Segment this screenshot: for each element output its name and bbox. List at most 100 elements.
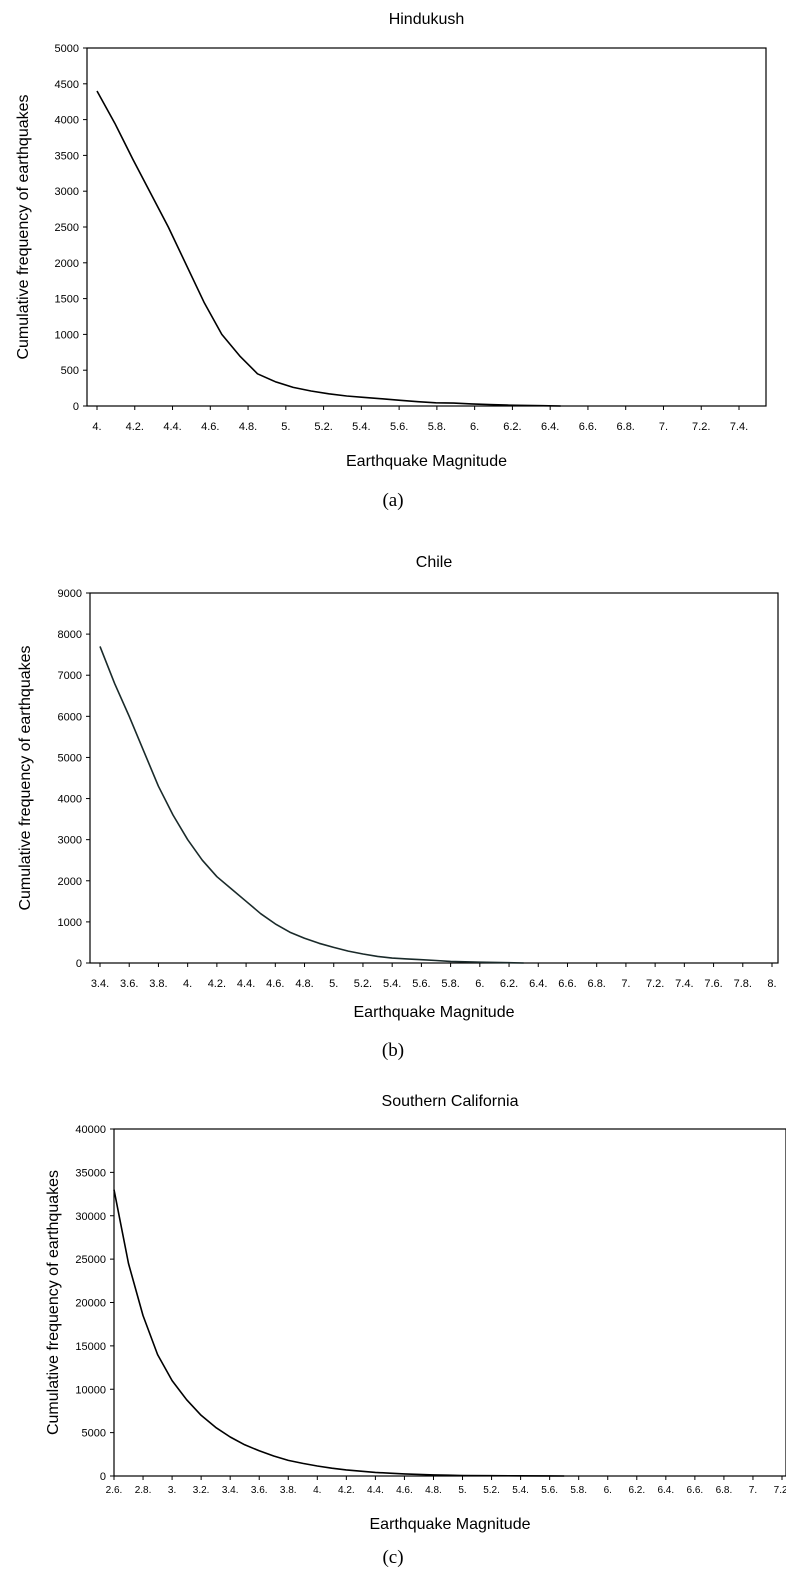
y-tick-label: 2000	[58, 876, 82, 888]
x-tick-label: 5.2.	[483, 1485, 500, 1496]
x-tick-label: 3.4.	[222, 1485, 239, 1496]
y-tick-label: 40000	[75, 1124, 106, 1136]
plot-area-border	[113, 1128, 786, 1477]
y-tick-label: 1000	[55, 329, 79, 341]
x-tick-label: 7.2.	[646, 978, 664, 990]
hindukush-chart: Hindukush 0 500 1000 1500 2000 2500 3000 3500 400…	[15, 11, 767, 470]
x-tick-label: 4.4.	[237, 978, 255, 990]
y-tick-label: 2000	[55, 258, 79, 270]
x-axis-label: Earthquake Magnitude	[346, 453, 507, 470]
chart-title: Southern California	[382, 1093, 519, 1110]
y-tick-label: 20000	[75, 1298, 106, 1310]
x-axis-label: Earthquake Magnitude	[370, 1516, 531, 1533]
y-tick-label: 25000	[75, 1254, 106, 1266]
x-tick-label: 5.	[329, 978, 338, 990]
y-tick-label: 2500	[55, 222, 79, 234]
x-tick-label: 3.4.	[91, 978, 109, 990]
y-tick-label: 0	[100, 1471, 106, 1483]
x-tick-label: 5.4.	[383, 978, 401, 990]
caption-c: (c)	[382, 1547, 404, 1568]
x-tick-label: 6.4.	[529, 978, 547, 990]
x-tick-label: 5.4.	[512, 1485, 529, 1496]
x-tick-label: 4.8.	[425, 1485, 442, 1496]
x-tick-label: 6.8.	[617, 421, 635, 433]
x-tick-label: 5.4.	[352, 421, 370, 433]
plot-area-border	[86, 47, 767, 407]
x-tick-label: 3.8.	[280, 1485, 297, 1496]
x-tick-label: 2.8.	[135, 1485, 152, 1496]
x-tick-label: 6.	[604, 1485, 612, 1496]
plot-area-border	[89, 592, 779, 964]
x-tick-label: 7.2.	[692, 421, 710, 433]
x-tick-label: 4.	[92, 421, 101, 433]
x-tick-label: 7.2.	[774, 1485, 786, 1496]
y-tick-label: 15000	[75, 1341, 106, 1353]
x-tick-label: 6.	[470, 421, 479, 433]
x-tick-label: 5.6.	[412, 978, 430, 990]
y-tick-label: 3000	[58, 835, 82, 847]
x-tick-label: 6.4.	[657, 1485, 674, 1496]
chile-panel: Chile 0 1000 2000 3000 4000 5000 6000 7000 8000 90…	[0, 540, 786, 1070]
y-axis-label: Cumulative frequency of earthquakes	[17, 645, 34, 910]
x-tick-label: 3.6.	[251, 1485, 268, 1496]
x-tick-label: 5.8.	[570, 1485, 587, 1496]
y-tick-label: 4000	[55, 115, 79, 127]
y-tick-label: 5000	[55, 43, 79, 55]
x-tick-label: 4.6.	[201, 421, 219, 433]
caption-a: (a)	[382, 490, 404, 511]
y-axis-label: Cumulative frequency of earthquakes	[45, 1170, 62, 1435]
x-tick-label: 4.8.	[295, 978, 313, 990]
x-tick-label: 5.8.	[428, 421, 446, 433]
hindukush-panel: Hindukush 0 500 1000 1500 2000 2500 3000 3500 400…	[0, 0, 786, 530]
southern-california-panel: Southern California 0 5000 10000 15000 20000 2…	[0, 1085, 786, 1570]
x-tick-label: 6.2.	[503, 421, 521, 433]
x-tick-label: 4.2.	[126, 421, 144, 433]
x-tick-label: 4.	[183, 978, 192, 990]
y-tick-label: 4000	[58, 794, 82, 806]
x-tick-label: 4.2.	[208, 978, 226, 990]
y-tick-label: 3000	[55, 186, 79, 198]
y-tick-label: 0	[73, 401, 79, 413]
x-tick-label: 4.2.	[338, 1485, 355, 1496]
x-tick-label: 4.8.	[239, 421, 257, 433]
x-tick-label: 6.2.	[500, 978, 518, 990]
x-tick-label: 3.	[168, 1485, 176, 1496]
series-line	[99, 646, 524, 964]
x-tick-label: 7.	[621, 978, 630, 990]
y-tick-label: 500	[61, 365, 79, 377]
x-tick-label: 4.	[313, 1485, 321, 1496]
y-tick-label: 7000	[58, 670, 82, 682]
y-tick-label: 0	[76, 958, 82, 970]
x-tick-label: 3.2.	[193, 1485, 210, 1496]
x-tick-label: 3.8.	[149, 978, 167, 990]
y-tick-label: 10000	[75, 1384, 106, 1396]
chart-title: Chile	[416, 554, 453, 571]
x-tick-label: 5.2.	[354, 978, 372, 990]
x-tick-label: 8.	[767, 978, 776, 990]
y-tick-label: 5000	[82, 1428, 106, 1440]
y-tick-label: 4500	[55, 79, 79, 91]
y-axis-label: Cumulative frequency of earthquakes	[15, 94, 32, 359]
x-tick-label: 7.	[659, 421, 668, 433]
chart-title: Hindukush	[389, 11, 465, 28]
x-tick-label: 6.6.	[687, 1485, 704, 1496]
x-tick-label: 7.4.	[675, 978, 693, 990]
x-axis-label: Earthquake Magnitude	[354, 1004, 515, 1021]
caption-b: (b)	[381, 1040, 405, 1061]
x-tick-label: 5.6.	[390, 421, 408, 433]
x-tick-label: 2.6.	[106, 1485, 123, 1496]
y-tick-label: 1500	[55, 294, 79, 306]
x-tick-label: 6.	[475, 978, 484, 990]
x-tick-label: 6.2.	[628, 1485, 645, 1496]
x-tick-label: 5.2.	[314, 421, 332, 433]
y-tick-label: 8000	[58, 629, 82, 641]
x-tick-label: 5.6.	[541, 1485, 558, 1496]
x-tick-label: 4.6.	[396, 1485, 413, 1496]
x-tick-label: 4.6.	[266, 978, 284, 990]
series-line	[96, 90, 561, 407]
x-tick-label: 7.4.	[730, 421, 748, 433]
x-tick-label: 6.4.	[541, 421, 559, 433]
x-tick-label: 5.	[281, 421, 290, 433]
y-tick-label: 3500	[55, 150, 79, 162]
x-tick-label: 4.4.	[163, 421, 181, 433]
